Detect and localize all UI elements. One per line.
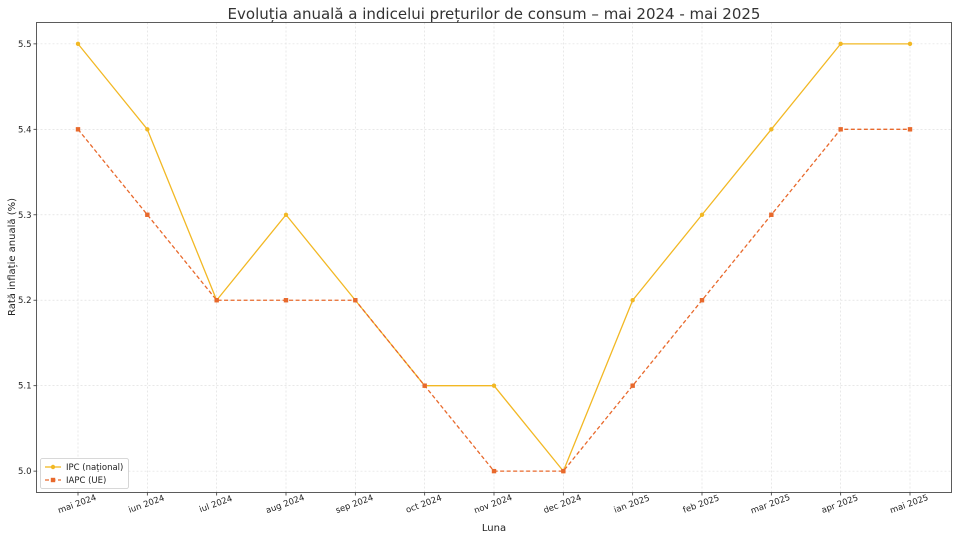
data-point (283, 298, 289, 303)
data-point (214, 298, 219, 303)
x-tick-label: iun 2024 (127, 494, 166, 516)
legend: IPC (național) IAPC (UE) (40, 458, 129, 489)
y-tick-label: 5.1 (18, 382, 32, 392)
data-point (422, 383, 427, 388)
x-tick-label: apr 2025 (820, 493, 860, 516)
y-tick-label: 5.0 (18, 467, 32, 477)
x-tick-label: ian 2025 (613, 494, 651, 516)
x-tick-label: mai 2024 (57, 493, 98, 516)
chart-title: Evoluția anuală a indicelui prețurilor d… (228, 5, 761, 23)
x-tick-label: mar 2025 (750, 493, 792, 517)
data-point (353, 298, 358, 303)
y-tick-label: 5.4 (18, 125, 32, 135)
data-point (907, 41, 913, 47)
x-tick-label: iul 2024 (198, 494, 234, 515)
y-tick-label: 5.3 (18, 211, 32, 221)
data-point (491, 383, 497, 388)
data-point (75, 41, 81, 47)
y-tick-labels: 5.0 5.1 5.2 5.3 5.4 5.5 (18, 40, 37, 477)
data-point (145, 127, 150, 132)
y-tick-label: 5.2 (18, 296, 32, 306)
x-tick-label: feb 2025 (682, 493, 721, 515)
data-point (283, 212, 289, 217)
data-point (699, 212, 705, 217)
x-tick-labels: mai 2024 iun 2024 iul 2024 aug 2024 sep 2024… (57, 492, 930, 517)
legend-box (40, 458, 129, 489)
data-point (907, 127, 913, 132)
data-point (838, 127, 843, 132)
grid-lines (36, 22, 952, 493)
data-point (561, 468, 566, 474)
x-tick-label: sep 2024 (334, 493, 374, 516)
x-tick-label: aug 2024 (265, 493, 306, 516)
x-tick-label: mai 2025 (889, 493, 930, 516)
data-point (75, 127, 81, 132)
legend-marker (50, 477, 56, 483)
data-point (769, 212, 774, 217)
y-tick-label: 5.5 (18, 40, 32, 50)
data-point (630, 298, 635, 303)
data-point (838, 41, 843, 47)
x-axis-label: Luna (482, 523, 506, 534)
x-tick-label: oct 2024 (405, 494, 444, 516)
series-layer (75, 41, 913, 474)
data-point (630, 383, 635, 388)
x-tick-label: dec 2024 (542, 493, 583, 516)
y-axis-label: Rată inflație anuală (%) (7, 198, 18, 316)
data-point (699, 298, 705, 303)
data-point (769, 127, 774, 132)
legend-label: IAPC (UE) (66, 476, 106, 486)
legend-marker (50, 464, 56, 470)
legend-label: IPC (național) (66, 463, 123, 473)
data-point (145, 212, 150, 217)
data-point (491, 468, 497, 474)
x-tick-label: nov 2024 (473, 493, 514, 516)
plot-frame (36, 22, 952, 493)
